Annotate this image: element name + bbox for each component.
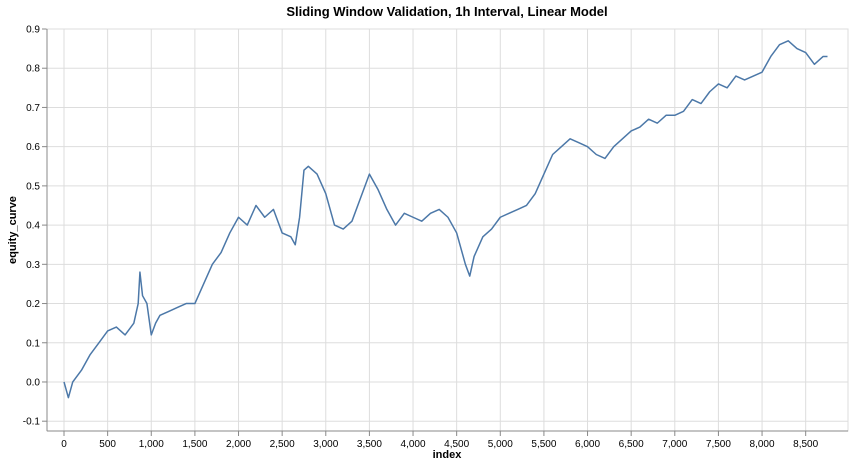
y-tick-label: 0.3 (26, 260, 40, 271)
y-tick-label: 0.7 (26, 103, 40, 114)
x-tick-label: 3,500 (357, 439, 382, 450)
x-tick-label: 4,500 (444, 439, 469, 450)
x-tick-label: 8,500 (793, 439, 818, 450)
x-tick-label: 7,500 (706, 439, 731, 450)
y-tick-label: 0.2 (26, 299, 40, 310)
x-tick-label: 1,000 (139, 439, 164, 450)
y-tick-label: 0.8 (26, 64, 40, 75)
x-tick-label: 0 (61, 439, 67, 450)
x-tick-label: 2,500 (270, 439, 295, 450)
y-tick-label: 0.6 (26, 142, 40, 153)
line-series (63, 40, 828, 399)
x-tick-label: 7,000 (662, 439, 687, 450)
plot-frame (46, 28, 849, 432)
y-tick-label: 0.1 (26, 338, 40, 349)
x-tick-label: 1,500 (182, 439, 207, 450)
x-tick-label: 4,000 (401, 439, 426, 450)
x-tick-label: 500 (99, 439, 116, 450)
x-tick-label: 6,500 (619, 439, 644, 450)
y-tick-label: 0.5 (26, 181, 40, 192)
y-tick-label: -0.1 (23, 417, 41, 428)
y-axis-title: equity_curve (7, 196, 19, 264)
y-tick-label: 0.9 (26, 25, 40, 36)
x-tick-label: 3,000 (313, 439, 338, 450)
x-tick-label: 2,000 (226, 439, 251, 450)
chart-title: Sliding Window Validation, 1h Interval, … (286, 4, 607, 19)
x-tick-label: 6,000 (575, 439, 600, 450)
y-tick-label: 0.4 (26, 221, 40, 232)
x-tick-label: 5,500 (531, 439, 556, 450)
y-tick-label: 0.0 (26, 377, 40, 388)
x-tick-label: 5,000 (488, 439, 513, 450)
x-axis-title: index (433, 449, 463, 461)
x-tick-label: 8,000 (750, 439, 775, 450)
